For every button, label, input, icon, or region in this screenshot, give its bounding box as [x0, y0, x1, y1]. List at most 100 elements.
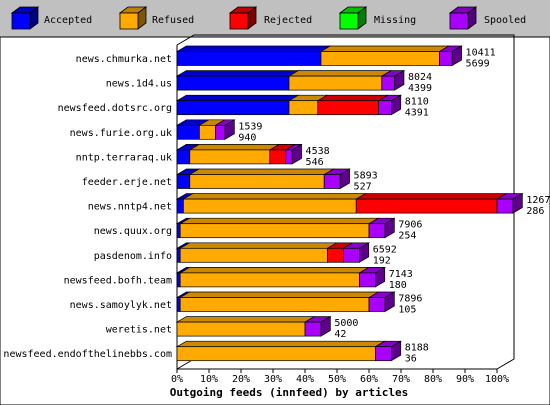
bar-group [175, 69, 406, 91]
bar-group [175, 45, 463, 67]
x-tick-label: 40% [296, 374, 314, 385]
bar-group [175, 94, 403, 116]
annotation-total: 7896 [398, 294, 422, 305]
bar-group [175, 217, 396, 239]
x-tick-label: 100% [485, 374, 509, 385]
bar-segment-rejected [269, 149, 287, 165]
legend-label: Refused [152, 15, 194, 26]
bar-top-refused [175, 340, 387, 348]
bar-segment-spooled [304, 321, 322, 337]
legend: Accepted Refused Rejected Missing Spooled [10, 6, 526, 30]
annotation-total: 7906 [398, 220, 422, 231]
annotation-secondary: 180 [389, 280, 407, 291]
bar-segment-accepted [176, 247, 181, 263]
bar-segment-accepted [176, 100, 290, 116]
legend-swatch [11, 12, 31, 30]
annotation-secondary: 36 [405, 354, 417, 365]
category-label: news.chmurka.net [76, 54, 172, 65]
bar-top-refused [287, 70, 393, 77]
legend-item-accepted: Accepted [10, 6, 92, 30]
category-label: news.nntp4.net [88, 202, 172, 213]
category-label: newsfeed.endofthelinebbs.com [3, 349, 172, 360]
bar-top-refused [178, 291, 380, 298]
x-tick-label: 30% [264, 374, 282, 385]
bar-top-refused [175, 316, 316, 323]
bar-top-rejected [354, 193, 508, 200]
bar-side-spooled [384, 217, 395, 239]
category-label: news.1d4.us [106, 79, 172, 90]
bar-top-accepted [175, 94, 300, 102]
bar-group [175, 192, 524, 214]
bar-segment-spooled [368, 297, 386, 312]
annotation-total: 5000 [334, 318, 358, 329]
legend-label: Missing [374, 15, 416, 26]
bar-segment-rejected [355, 198, 498, 214]
legend-item-refused: Refused [118, 6, 194, 30]
legend-label: Spooled [484, 15, 526, 26]
bar-top-refused [178, 267, 371, 274]
bar-segment-accepted [176, 297, 181, 312]
bar-side-spooled [512, 192, 523, 214]
annotation-total: 8110 [405, 97, 429, 108]
bar-segment-spooled [496, 198, 514, 214]
annotation-total: 5893 [354, 171, 378, 182]
bar-segment-refused [199, 124, 216, 140]
category-label: news.furie.org.uk [70, 128, 172, 139]
bar-top-refused [178, 217, 380, 225]
annotation-secondary: 546 [306, 157, 324, 168]
bar-segment-spooled [359, 272, 376, 288]
annotation-secondary: 527 [354, 182, 372, 193]
x-axis-title: Outgoing feeds (innfeed) by articles [170, 386, 408, 399]
legend-swatch [229, 12, 249, 30]
x-tick-label: 0% [171, 374, 183, 385]
bar-group [175, 340, 403, 362]
legend-item-spooled: Spooled [448, 6, 526, 30]
annotation-secondary: 254 [398, 231, 416, 242]
bar-top-accepted [175, 45, 332, 52]
bar-side-spooled [375, 266, 386, 288]
annotation-total: 8024 [408, 72, 432, 83]
bar-group [175, 291, 396, 313]
bar-segment-refused [189, 174, 325, 189]
annotation-total: 4538 [306, 146, 330, 157]
annotation-secondary: 105 [398, 305, 416, 316]
back-frame-lines [176, 34, 515, 370]
bar-top-accepted [175, 70, 300, 77]
bar-side-spooled [391, 340, 402, 362]
bar-side-spooled [391, 94, 402, 116]
bar-segment-spooled [285, 149, 293, 165]
bar-segment-spooled [343, 247, 360, 263]
annotation-total: 7143 [389, 269, 413, 280]
x-tick-label: 90% [456, 374, 474, 385]
bar-segment-refused [176, 321, 306, 337]
bar-side-spooled [451, 45, 462, 67]
annotation-total: 12673 [526, 195, 550, 206]
x-tick-label: 50% [328, 374, 346, 385]
legend-item-missing: Missing [338, 6, 416, 30]
annotation-total: 8188 [405, 343, 429, 354]
annotation-secondary: 940 [238, 132, 256, 143]
category-label: feeder.erje.net [82, 177, 172, 188]
bar-segment-refused [288, 100, 319, 116]
bar-segment-refused [179, 223, 370, 239]
annotation-total: 10411 [466, 48, 496, 59]
category-label: newsfeed.bofh.team [64, 275, 172, 286]
x-tick-label: 60% [360, 374, 378, 385]
bar-segment-refused [320, 51, 440, 66]
bar-top-refused [182, 193, 367, 200]
bar-segment-refused [179, 247, 328, 263]
bar-segment-accepted [176, 174, 191, 189]
bar-segment-spooled [439, 51, 453, 66]
bar-top-refused [188, 168, 335, 175]
category-label: nntp.terraraq.uk [76, 152, 172, 163]
category-label: news.quux.org [94, 226, 172, 237]
bar-segment-accepted [176, 124, 200, 140]
legend-swatch [449, 12, 469, 30]
annotation-total: 6592 [373, 244, 397, 255]
bar-segment-refused [176, 346, 376, 362]
category-label: weretis.net [106, 325, 172, 336]
bar-group [175, 168, 351, 190]
annotation-secondary: 4391 [405, 108, 429, 119]
